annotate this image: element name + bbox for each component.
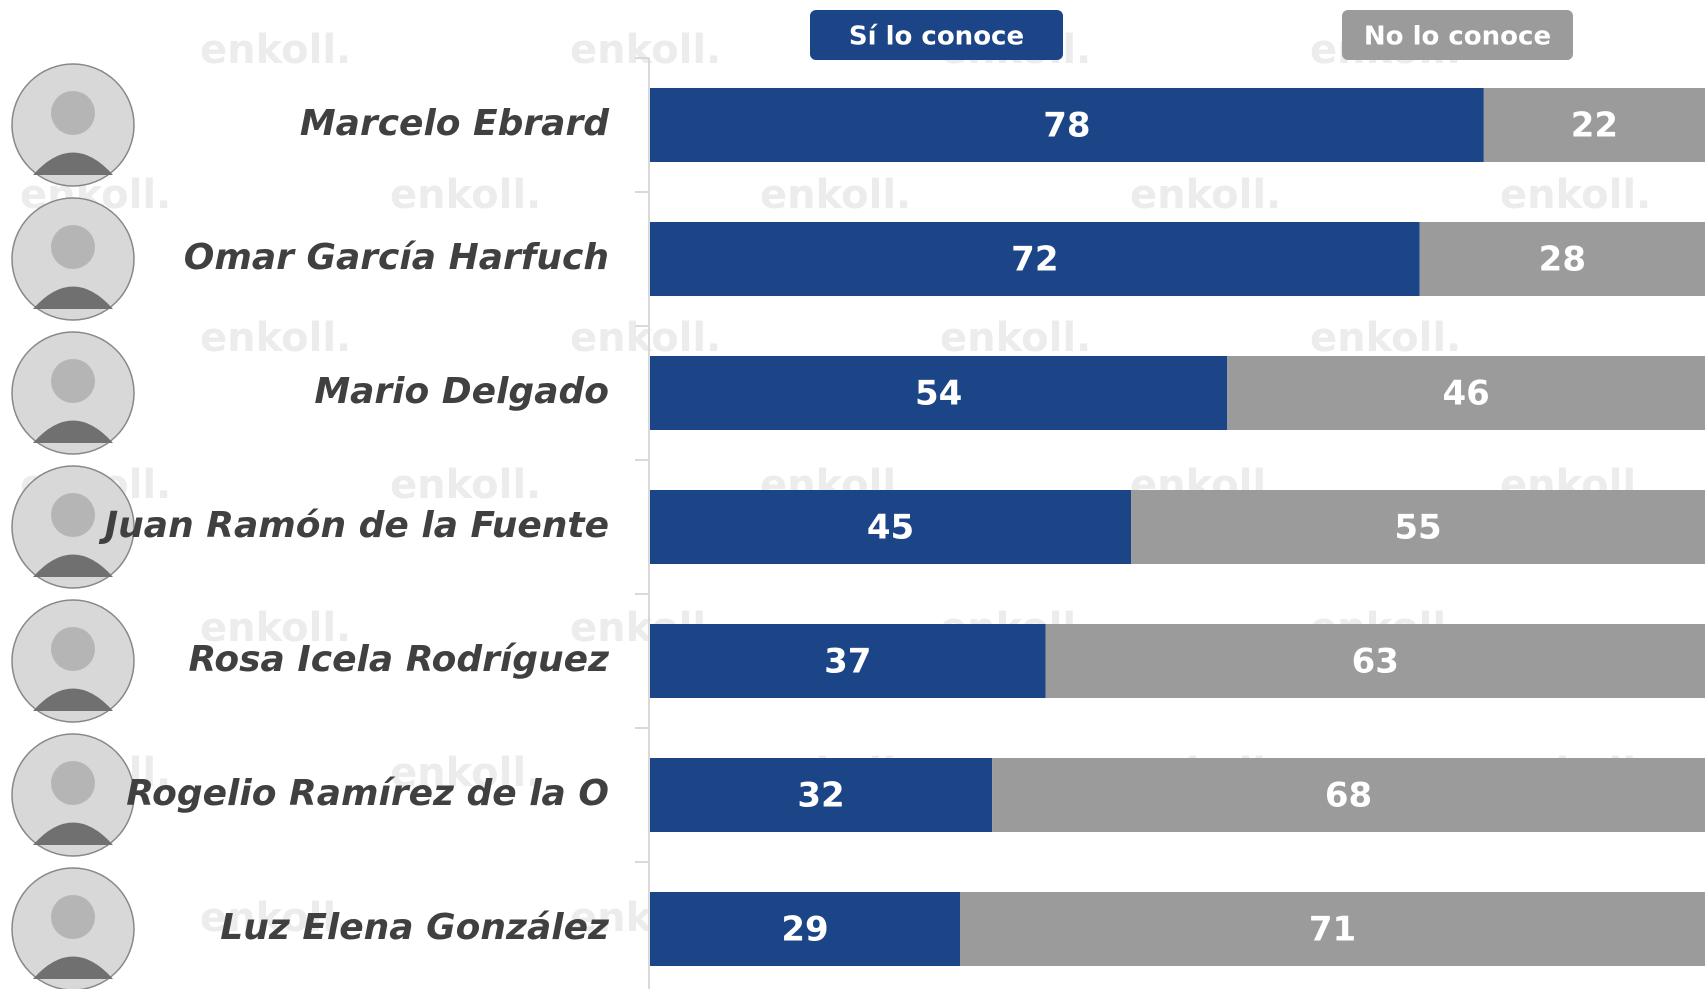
bar (650, 758, 993, 832)
photo-body (33, 420, 113, 443)
bar (1483, 88, 1705, 162)
photo-head (51, 359, 95, 403)
value-label: 28 (1539, 240, 1586, 280)
watermark: enkoll. (390, 462, 541, 508)
photo-body (33, 286, 113, 309)
legend-swatch (1342, 10, 1573, 60)
bar (1131, 490, 1705, 564)
bar (960, 892, 1705, 966)
photo-head (51, 225, 95, 269)
watermark: enkoll. (1500, 172, 1651, 218)
category-label: Omar García Harfuch (184, 237, 609, 278)
watermark: enkoll. (940, 315, 1091, 361)
value-label: 55 (1394, 508, 1441, 548)
value-label: 46 (1442, 374, 1489, 414)
value-label: 45 (867, 508, 914, 548)
photo-head (51, 895, 95, 939)
watermark: enkoll. (570, 315, 721, 361)
legend-label: Sí lo conoce (849, 22, 1024, 52)
photo-head (51, 627, 95, 671)
watermark: enkoll. (1130, 172, 1281, 218)
category-label: Rogelio Ramírez de la O (126, 773, 609, 814)
watermark: enkoll. (1310, 315, 1461, 361)
category-label: Juan Ramón de la Fuente (99, 505, 609, 546)
legend-swatch (810, 10, 1063, 60)
photo-body (33, 822, 113, 845)
watermark: enkoll. (200, 605, 351, 651)
category-label: Mario Delgado (314, 371, 609, 412)
value-label: 29 (781, 910, 828, 950)
category-label: Luz Elena González (220, 907, 610, 948)
value-label: 63 (1352, 642, 1399, 682)
bar (992, 758, 1705, 832)
bar (1227, 356, 1705, 430)
watermark: enkoll. (390, 750, 541, 796)
watermark: enkoll. (200, 27, 351, 73)
value-label: 78 (1043, 106, 1090, 146)
bar (650, 356, 1228, 430)
bar (650, 88, 1484, 162)
photo-body (33, 956, 113, 979)
bar (1419, 222, 1705, 296)
bar (1045, 624, 1705, 698)
category-label: Rosa Icela Rodríguez (188, 639, 610, 680)
photo-body (33, 554, 113, 577)
watermark: enkoll. (570, 27, 721, 73)
value-label: 32 (797, 776, 844, 816)
watermark: enkoll. (760, 172, 911, 218)
bar (650, 222, 1420, 296)
watermark: enkoll. (200, 895, 351, 941)
value-label: 72 (1011, 240, 1058, 280)
photo-body (33, 152, 113, 175)
photo-head (51, 91, 95, 135)
value-label: 22 (1571, 106, 1618, 146)
bar (650, 892, 961, 966)
watermark: enkoll. (200, 315, 351, 361)
photo-head (51, 493, 95, 537)
category-label: Marcelo Ebrard (300, 103, 610, 144)
photo-body (33, 688, 113, 711)
bar (650, 624, 1046, 698)
legend-label: No lo conoce (1364, 22, 1551, 52)
value-label: 54 (915, 374, 962, 414)
photo-head (51, 761, 95, 805)
watermark: enkoll. (390, 172, 541, 218)
value-label: 71 (1309, 910, 1356, 950)
value-label: 37 (824, 642, 871, 682)
value-label: 68 (1325, 776, 1372, 816)
bar (650, 490, 1132, 564)
